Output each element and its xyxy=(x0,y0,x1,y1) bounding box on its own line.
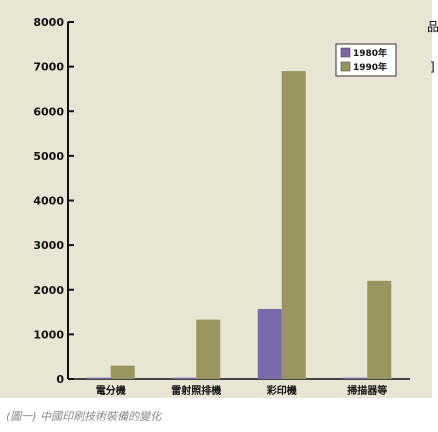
y-tick-label: 3000 xyxy=(33,239,64,252)
bars xyxy=(86,71,392,380)
x-tick-label: 電分機 xyxy=(96,384,126,397)
bar-chart: 0 1000 2000 3000 4000 5000 6000 7000 8000 電分機 雷射照… xyxy=(33,16,410,397)
y-axis: 0 1000 2000 3000 4000 5000 6000 7000 8000 xyxy=(33,16,410,386)
edge-text-fragment: 品 xyxy=(427,20,438,34)
bar-1980 xyxy=(86,377,111,379)
y-tick-label: 1000 xyxy=(33,328,64,341)
legend-label-1990: 1990年 xyxy=(353,61,387,73)
y-tick-label: 2000 xyxy=(33,284,64,297)
x-tick-label: 雷射照排機 xyxy=(171,384,221,397)
bar-1980 xyxy=(343,377,368,379)
bar-1990 xyxy=(110,365,135,379)
bar-1980 xyxy=(172,377,197,379)
y-tick-label: 7000 xyxy=(33,61,64,74)
legend-swatch-1990 xyxy=(340,61,351,72)
y-tick-label: 8000 xyxy=(33,16,64,29)
bar-1990 xyxy=(281,71,306,380)
legend-label-1980: 1980年 xyxy=(353,47,387,59)
x-tick-label: 掃描器等 xyxy=(347,384,387,397)
bar-1980 xyxy=(257,308,282,379)
y-tick-label: 0 xyxy=(56,373,64,386)
legend: 1980年 1990年 xyxy=(335,43,397,77)
bar-1990 xyxy=(367,280,392,379)
chart-caption: (圖一) 中國印刷技術裝備的變化 xyxy=(6,410,162,423)
x-tick-label: 彩印機 xyxy=(266,384,297,397)
x-axis-labels: 電分機 雷射照排機 彩印機 掃描器等 xyxy=(96,384,388,397)
legend-swatch-1980 xyxy=(340,47,351,58)
y-tick-label: 4000 xyxy=(33,195,64,208)
y-tick-label: 5000 xyxy=(33,150,64,163)
y-tick-label: 6000 xyxy=(33,105,64,118)
bar-1990 xyxy=(196,319,221,379)
edge-text-fragment: ] xyxy=(430,60,435,74)
